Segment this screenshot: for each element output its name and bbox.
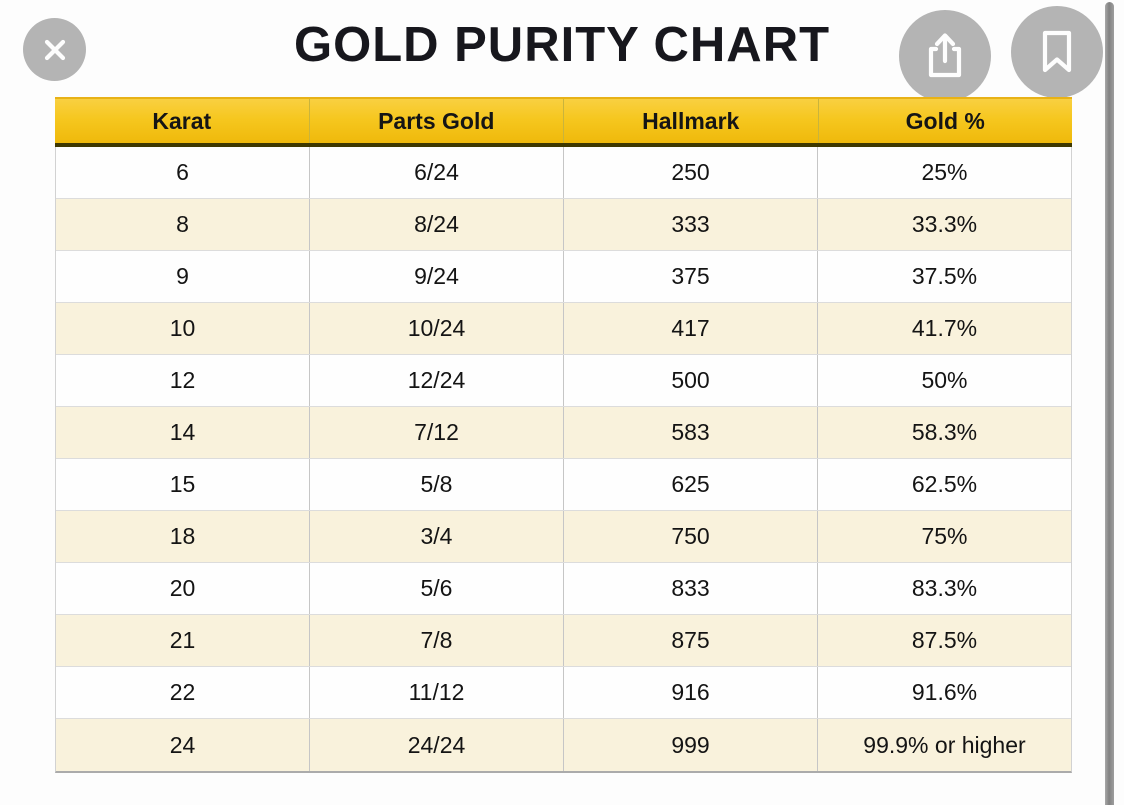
cell-hallmark: 417	[563, 303, 817, 354]
cell-karat: 20	[169, 575, 196, 601]
cell-gold-pct: 87.5%	[817, 615, 1071, 666]
cell-hallmark: 916	[563, 667, 817, 718]
header-parts-gold: Parts Gold	[308, 99, 564, 143]
cell-gold-pct: 37.5%	[817, 251, 1071, 302]
cell-karat: 14	[169, 419, 196, 445]
table-body: 6 6/24 250 25% 8 8/24 333 33.3% 9 9/24 3…	[55, 147, 1072, 773]
cell-gold-pct: 58.3%	[817, 407, 1071, 458]
cell-karat: 15	[169, 471, 196, 497]
table-row: 10 10/24 417 41.7%	[56, 303, 1071, 355]
cell-parts-gold: 5/8	[309, 459, 563, 510]
scrollbar-thumb[interactable]	[1105, 2, 1114, 805]
cell-karat: 10	[169, 315, 196, 341]
cell-karat: 22	[169, 679, 196, 705]
page-title: GOLD PURITY CHART	[293, 18, 831, 72]
cell-gold-pct: 50%	[817, 355, 1071, 406]
scrollbar-track	[1104, 0, 1116, 805]
cell-hallmark: 500	[563, 355, 817, 406]
cell-gold-pct: 62.5%	[817, 459, 1071, 510]
cell-hallmark: 250	[563, 147, 817, 198]
table-row: 18 3/4 750 75%	[56, 511, 1071, 563]
cell-parts-gold: 7/12	[309, 407, 563, 458]
table-row: 14 7/12 583 58.3%	[56, 407, 1071, 459]
cell-parts-gold: 7/8	[309, 615, 563, 666]
cell-parts-gold: 5/6	[309, 563, 563, 614]
cell-karat: 21	[169, 627, 196, 653]
cell-karat: 18	[169, 523, 196, 549]
gold-purity-table: Karat Parts Gold Hallmark Gold % 6 6/24 …	[55, 97, 1072, 773]
header-hallmark: Hallmark	[563, 99, 818, 143]
cell-gold-pct: 91.6%	[817, 667, 1071, 718]
cell-gold-pct: 83.3%	[817, 563, 1071, 614]
cell-parts-gold: 10/24	[309, 303, 563, 354]
table-row: 15 5/8 625 62.5%	[56, 459, 1071, 511]
cell-hallmark: 750	[563, 511, 817, 562]
table-row: 24 24/24 999 99.9% or higher	[56, 719, 1071, 771]
cell-parts-gold: 11/12	[309, 667, 563, 718]
cell-gold-pct: 75%	[817, 511, 1071, 562]
cell-hallmark: 333	[563, 199, 817, 250]
cell-hallmark: 375	[563, 251, 817, 302]
cell-gold-pct: 99.9% or higher	[817, 719, 1071, 771]
table-row: 21 7/8 875 87.5%	[56, 615, 1071, 667]
cell-parts-gold: 6/24	[309, 147, 563, 198]
cell-karat: 12	[169, 367, 196, 393]
table-row: 20 5/6 833 83.3%	[56, 563, 1071, 615]
cell-hallmark: 875	[563, 615, 817, 666]
cell-gold-pct: 33.3%	[817, 199, 1071, 250]
cell-gold-pct: 25%	[817, 147, 1071, 198]
cell-parts-gold: 3/4	[309, 511, 563, 562]
table-header-row: Karat Parts Gold Hallmark Gold %	[55, 97, 1072, 147]
cell-hallmark: 999	[563, 719, 817, 771]
share-icon	[922, 31, 968, 81]
cell-hallmark: 833	[563, 563, 817, 614]
header-gold-pct: Gold %	[817, 99, 1073, 143]
cell-gold-pct: 41.7%	[817, 303, 1071, 354]
table-row: 12 12/24 500 50%	[56, 355, 1071, 407]
cell-karat: 9	[176, 263, 189, 289]
close-button[interactable]	[23, 18, 86, 81]
cell-parts-gold: 8/24	[309, 199, 563, 250]
cell-hallmark: 583	[563, 407, 817, 458]
cell-parts-gold: 24/24	[309, 719, 563, 771]
cell-parts-gold: 9/24	[309, 251, 563, 302]
bookmark-icon	[1037, 28, 1077, 76]
table-row: 22 11/12 916 91.6%	[56, 667, 1071, 719]
cell-hallmark: 625	[563, 459, 817, 510]
cell-karat: 8	[176, 211, 189, 237]
header-karat: Karat	[152, 107, 212, 134]
close-icon	[39, 34, 71, 66]
table-row: 6 6/24 250 25%	[56, 147, 1071, 199]
table-row: 8 8/24 333 33.3%	[56, 199, 1071, 251]
cell-parts-gold: 12/24	[309, 355, 563, 406]
share-button[interactable]	[899, 10, 991, 102]
cell-karat: 6	[176, 159, 189, 185]
bookmark-button[interactable]	[1011, 6, 1103, 98]
table-row: 9 9/24 375 37.5%	[56, 251, 1071, 303]
cell-karat: 24	[169, 731, 196, 758]
